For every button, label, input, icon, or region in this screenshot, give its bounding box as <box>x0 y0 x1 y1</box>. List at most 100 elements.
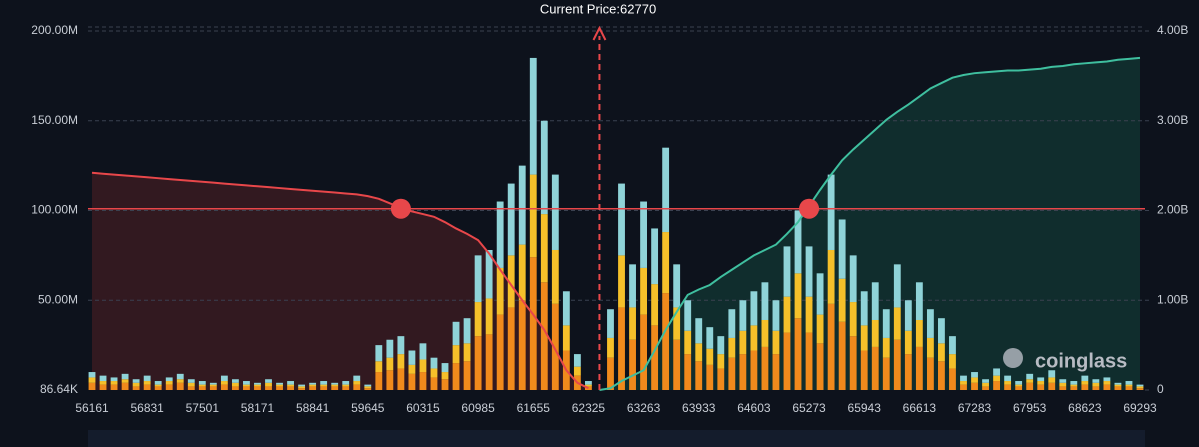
bar-segment <box>99 381 107 385</box>
bar-segment <box>485 298 493 335</box>
bar-segment <box>684 300 692 331</box>
bar-segment <box>1037 384 1045 390</box>
bar-segment <box>386 339 394 358</box>
bar-segment <box>938 343 945 362</box>
bar-segment <box>386 370 394 390</box>
scrollbar <box>88 430 1145 447</box>
bar-segment <box>827 303 835 390</box>
bar-segment <box>662 147 670 233</box>
bar-segment <box>265 386 272 390</box>
bar-segment <box>309 386 317 390</box>
x-tick-label: 56831 <box>130 401 164 415</box>
x-tick-label: 67953 <box>1013 401 1047 415</box>
bar-segment <box>463 318 471 344</box>
bar-segment <box>507 255 515 308</box>
bar-segment <box>1136 388 1144 390</box>
bar-segment <box>651 284 659 326</box>
bar-segment <box>1114 382 1122 385</box>
bar-segment <box>706 364 714 390</box>
bar-segment <box>772 300 780 331</box>
bar-segment <box>254 384 261 387</box>
bar-segment <box>673 339 681 390</box>
bar-segment <box>640 201 647 268</box>
bar-segment <box>1070 381 1078 385</box>
cumulative-area <box>599 57 1140 391</box>
bar-segment <box>364 386 372 389</box>
bar-segment <box>463 361 471 390</box>
bar-segment <box>441 363 449 373</box>
watermark-icon <box>1003 348 1023 368</box>
bar-segment <box>364 384 372 387</box>
bar-segment <box>187 386 195 390</box>
bar-segment <box>805 332 813 390</box>
bar-segment <box>860 350 868 390</box>
y2-tick-label: 1.00B <box>1157 292 1188 306</box>
bar-segment <box>585 386 592 390</box>
bar-segment <box>684 354 692 390</box>
bar-segment <box>915 319 923 347</box>
bar-segment <box>176 373 184 380</box>
y2-tick-label: 0 <box>1157 382 1164 396</box>
bar-segment <box>209 382 217 385</box>
bar-segment <box>893 264 901 308</box>
cumulative-line <box>599 56 1141 391</box>
bar-segment <box>397 368 405 390</box>
bar-segment <box>651 228 659 285</box>
bar-segment <box>99 375 107 382</box>
bar-segment <box>739 300 747 331</box>
bar-segment <box>1015 381 1023 385</box>
bar-segment <box>309 384 317 387</box>
bar-segment <box>143 384 151 390</box>
bar-segment <box>761 282 769 320</box>
x-tick-label: 66613 <box>903 401 937 415</box>
y2-tick-label: 2.00B <box>1157 203 1188 217</box>
bar-segment <box>375 361 383 373</box>
bar-segment <box>949 368 956 390</box>
bar-segment <box>187 382 195 387</box>
bar-segment <box>673 264 681 308</box>
bar-segment <box>375 345 383 362</box>
bar-segment <box>783 246 791 297</box>
bar-segment <box>982 379 989 383</box>
bar-segment <box>871 319 879 347</box>
bar-segment <box>276 384 283 387</box>
bar-segment <box>474 255 482 303</box>
bar-segment <box>276 386 283 390</box>
bar-segment <box>496 267 504 315</box>
bar-segment <box>198 384 206 387</box>
bar-segment <box>607 357 614 390</box>
bar-segment <box>353 384 361 390</box>
bar-segment <box>960 375 967 382</box>
bar-segment <box>1070 386 1078 390</box>
bar-segment <box>485 249 493 299</box>
bar-segment <box>496 201 504 268</box>
y-tick-label: 150.00M <box>31 113 78 127</box>
bar-segment <box>474 302 482 337</box>
bar-segment <box>507 307 515 390</box>
bar-segment <box>982 386 989 390</box>
bar-segment <box>165 384 173 390</box>
bar-segment <box>419 359 427 373</box>
bar-segment <box>739 330 747 355</box>
bar-segment <box>871 346 879 390</box>
current-price-label: Current Price:62770 <box>540 1 656 16</box>
bar-segment <box>816 343 824 390</box>
bar-segment <box>573 366 581 376</box>
bar-segment <box>132 379 140 383</box>
bar-segment <box>849 336 857 390</box>
bar-segment <box>783 296 791 333</box>
y-tick-label: 200.00M <box>31 23 78 37</box>
bar-segment <box>1125 381 1133 385</box>
bar-segment <box>629 339 636 390</box>
bar-segment <box>375 372 383 390</box>
bar-segment <box>463 343 471 362</box>
bar-segment <box>938 318 945 344</box>
bar-segment <box>507 183 515 256</box>
bar-segment <box>143 375 151 382</box>
bar-segment <box>287 386 294 390</box>
bar-segment <box>794 318 802 390</box>
y-tick-label: 100.00M <box>31 203 78 217</box>
bar-segment <box>309 382 317 385</box>
bar-segment <box>695 343 703 362</box>
